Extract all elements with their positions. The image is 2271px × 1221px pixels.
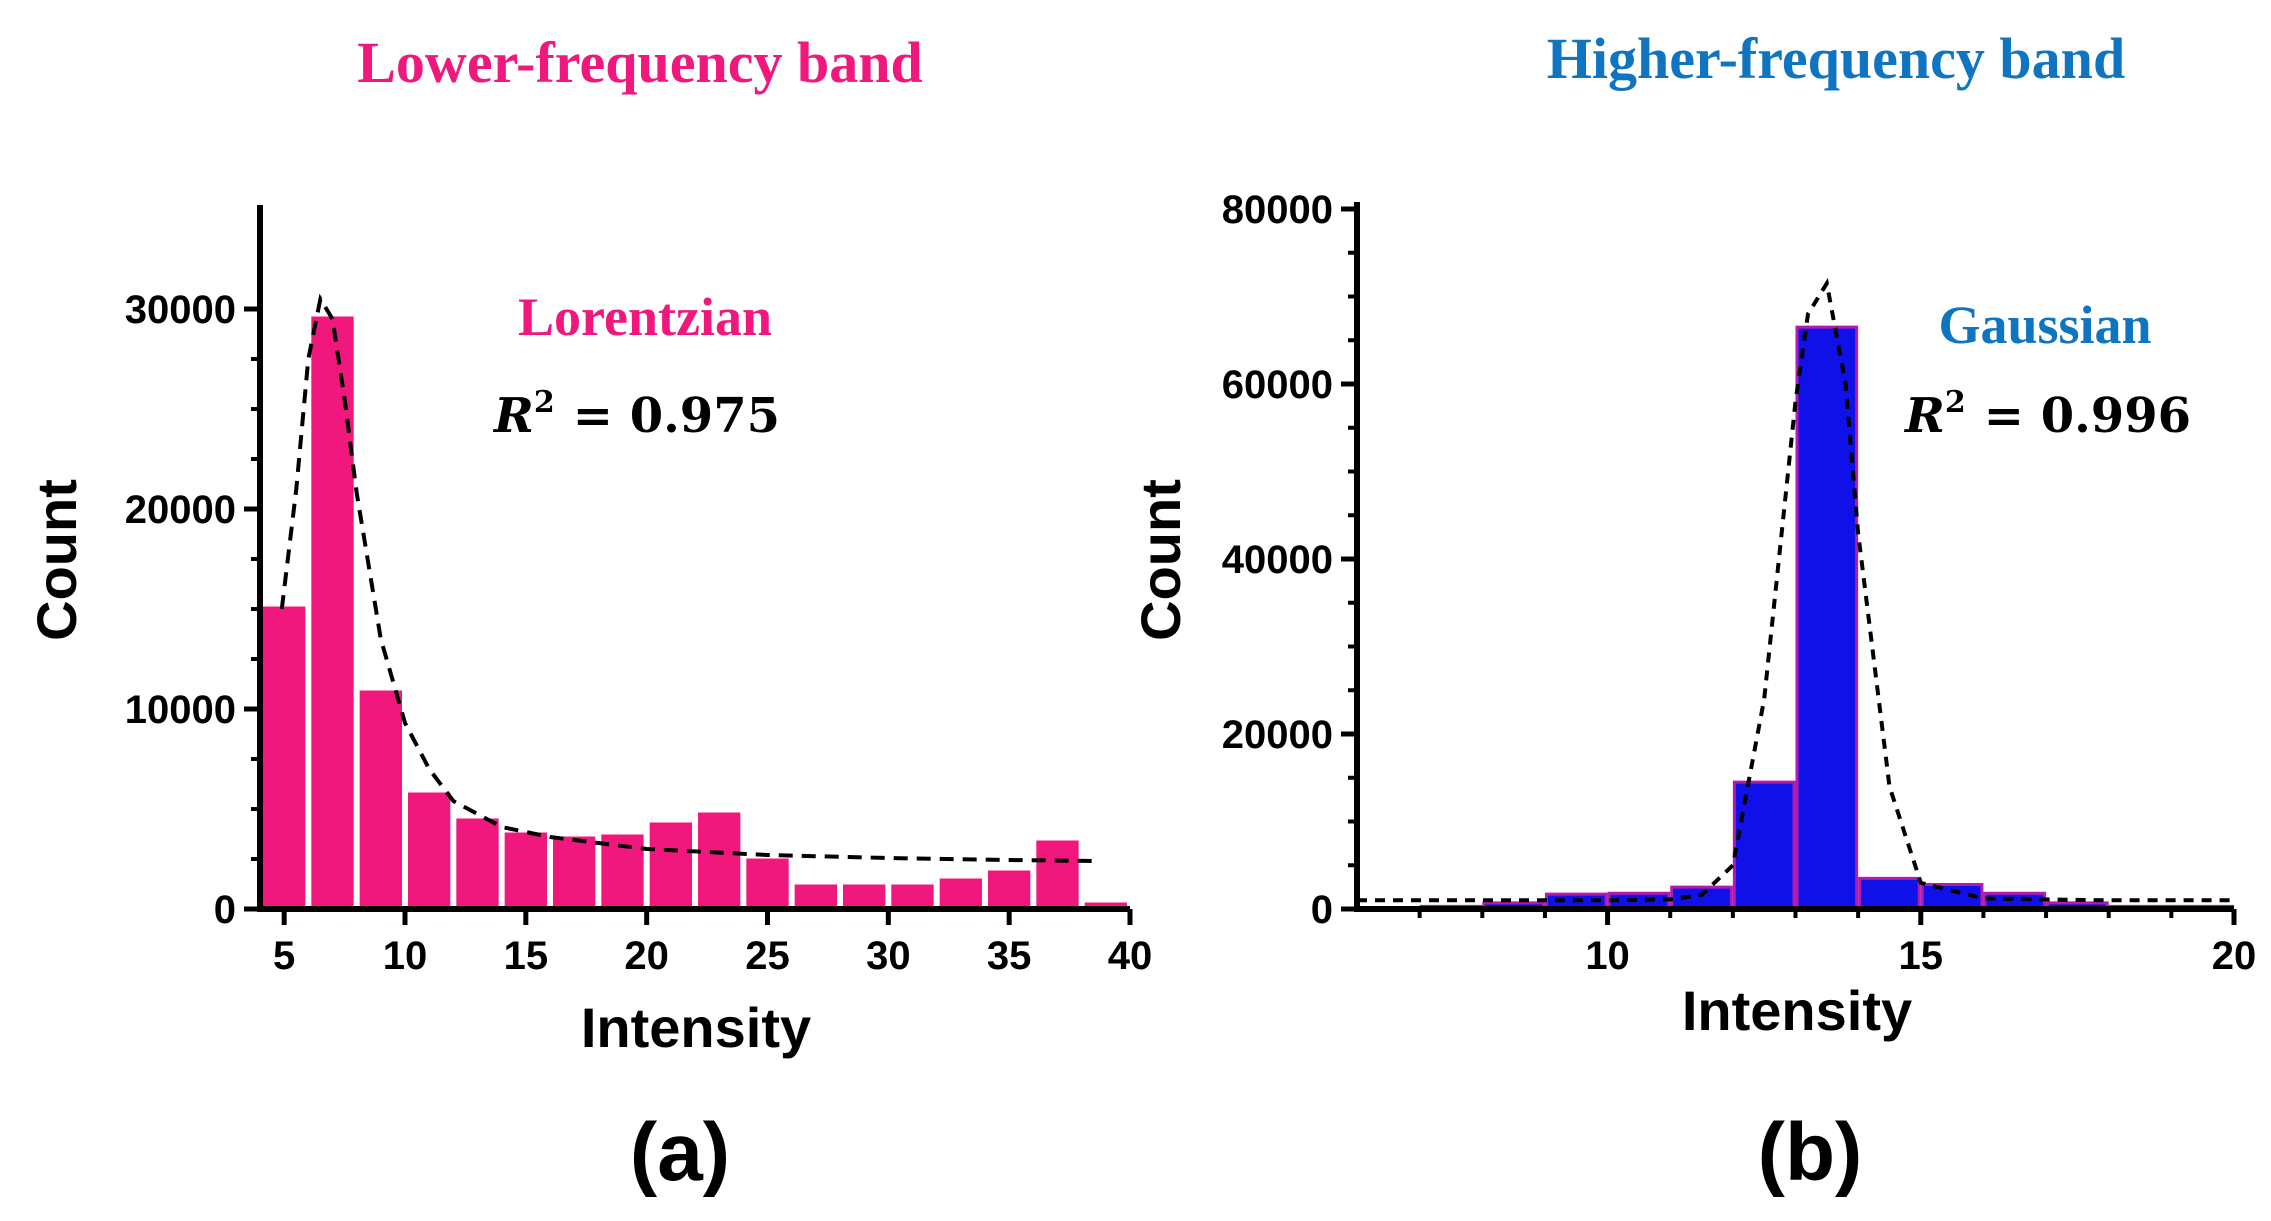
chart-a-bars (260, 313, 1130, 911)
chart-a-r2: R2 = 0.975 (492, 385, 780, 444)
chart-b-y-tick-label: 20000 (1222, 713, 1333, 757)
chart-a-bar (405, 789, 454, 911)
chart-a-ylabel: Count (25, 479, 88, 641)
chart-a-bar (550, 833, 599, 911)
chart-a-x-tick-label: 15 (504, 934, 549, 978)
chart-b-y-tick-label: 0 (1311, 888, 1333, 932)
chart-a: Lower-frequency band 0 10000 20000 30000 5 1… (25, 30, 1152, 1198)
chart-a-bar (695, 809, 744, 911)
chart-b-panel-label: (b) (1758, 1107, 1863, 1198)
chart-a-xlabel: Intensity (581, 996, 811, 1059)
chart-b-ylabel: Count (1129, 479, 1192, 641)
chart-a-bar (840, 881, 889, 911)
chart-b-title: Higher-frequency band (1547, 26, 2125, 91)
chart-a-fit-curve (279, 293, 1094, 863)
chart-a-bar (888, 881, 937, 911)
chart-b-x-tick-label: 10 (1585, 934, 1630, 978)
chart-b-x-ticks: 10 15 20 (1417, 909, 2257, 978)
chart-a-x-tick-label: 30 (866, 934, 911, 978)
chart-a-x-tick-label: 40 (1108, 934, 1153, 978)
chart-b-y-tick-label: 40000 (1222, 538, 1333, 582)
chart-b-xlabel: Intensity (1682, 979, 1912, 1042)
chart-b-bar (1670, 885, 1733, 911)
chart-a-x-tick-label: 20 (624, 934, 669, 978)
chart-a-bar (308, 313, 357, 911)
chart-a-bar (501, 829, 550, 911)
chart-b-r2: R2 = 0.996 (1903, 385, 2191, 444)
chart-b-bar (1858, 876, 1921, 911)
chart-b-y-tick-label: 80000 (1222, 188, 1333, 232)
chart-b-fit-curve (1357, 277, 2234, 903)
chart-b-y-ticks: 0 20000 40000 60000 80000 (1222, 188, 1357, 932)
chart-b-bars (1419, 325, 2235, 911)
chart-a-bar (1033, 837, 1082, 911)
chart-b-x-tick-label: 15 (1899, 934, 1944, 978)
chart-b-y-tick-label: 60000 (1222, 363, 1333, 407)
chart-a-bar (356, 687, 405, 911)
chart-a-x-tick-label: 25 (745, 934, 790, 978)
chart-a-r2-symbol: R (492, 388, 534, 444)
chart-a-bar (260, 603, 309, 911)
chart-a-panel-label: (a) (630, 1107, 730, 1198)
chart-a-bar (791, 881, 841, 911)
chart-a-bar (646, 819, 696, 911)
chart-a-bar (743, 855, 792, 911)
chart-a-bar (936, 875, 986, 911)
chart-a-y-tick-label: 0 (214, 888, 236, 932)
chart-a-fit-name: Lorentzian (518, 287, 772, 347)
chart-a-x-tick-label: 5 (273, 934, 295, 978)
chart-b-r2-symbol: R (1903, 388, 1945, 444)
chart-b-r2-value: = 0.996 (1984, 388, 2191, 444)
chart-a-x-tick-label: 35 (987, 934, 1032, 978)
chart-b-r2-exponent: 2 (1945, 385, 1966, 420)
chart-a-r2-value: = 0.975 (573, 388, 780, 444)
chart-b-bar (1795, 325, 1859, 911)
chart-a-y-tick-label: 10000 (125, 688, 236, 732)
chart-a-x-tick-label: 10 (383, 934, 428, 978)
chart-a-bar (453, 815, 502, 911)
chart-b-x-tick-label: 20 (2212, 934, 2257, 978)
chart-a-y-tick-label: 30000 (125, 288, 236, 332)
chart-a-bar (985, 867, 1034, 911)
chart-a-title: Lower-frequency band (357, 30, 923, 95)
chart-a-r2-exponent: 2 (534, 385, 555, 420)
chart-b: Higher-frequency band 0 20000 40000 60000 80… (1129, 26, 2256, 1198)
chart-a-x-ticks: 5 10 15 20 25 30 35 40 (273, 909, 1152, 978)
chart-a-y-tick-label: 20000 (125, 488, 236, 532)
chart-a-y-ticks: 0 10000 20000 30000 (125, 288, 260, 932)
chart-b-fit-name: Gaussian (1938, 295, 2151, 355)
